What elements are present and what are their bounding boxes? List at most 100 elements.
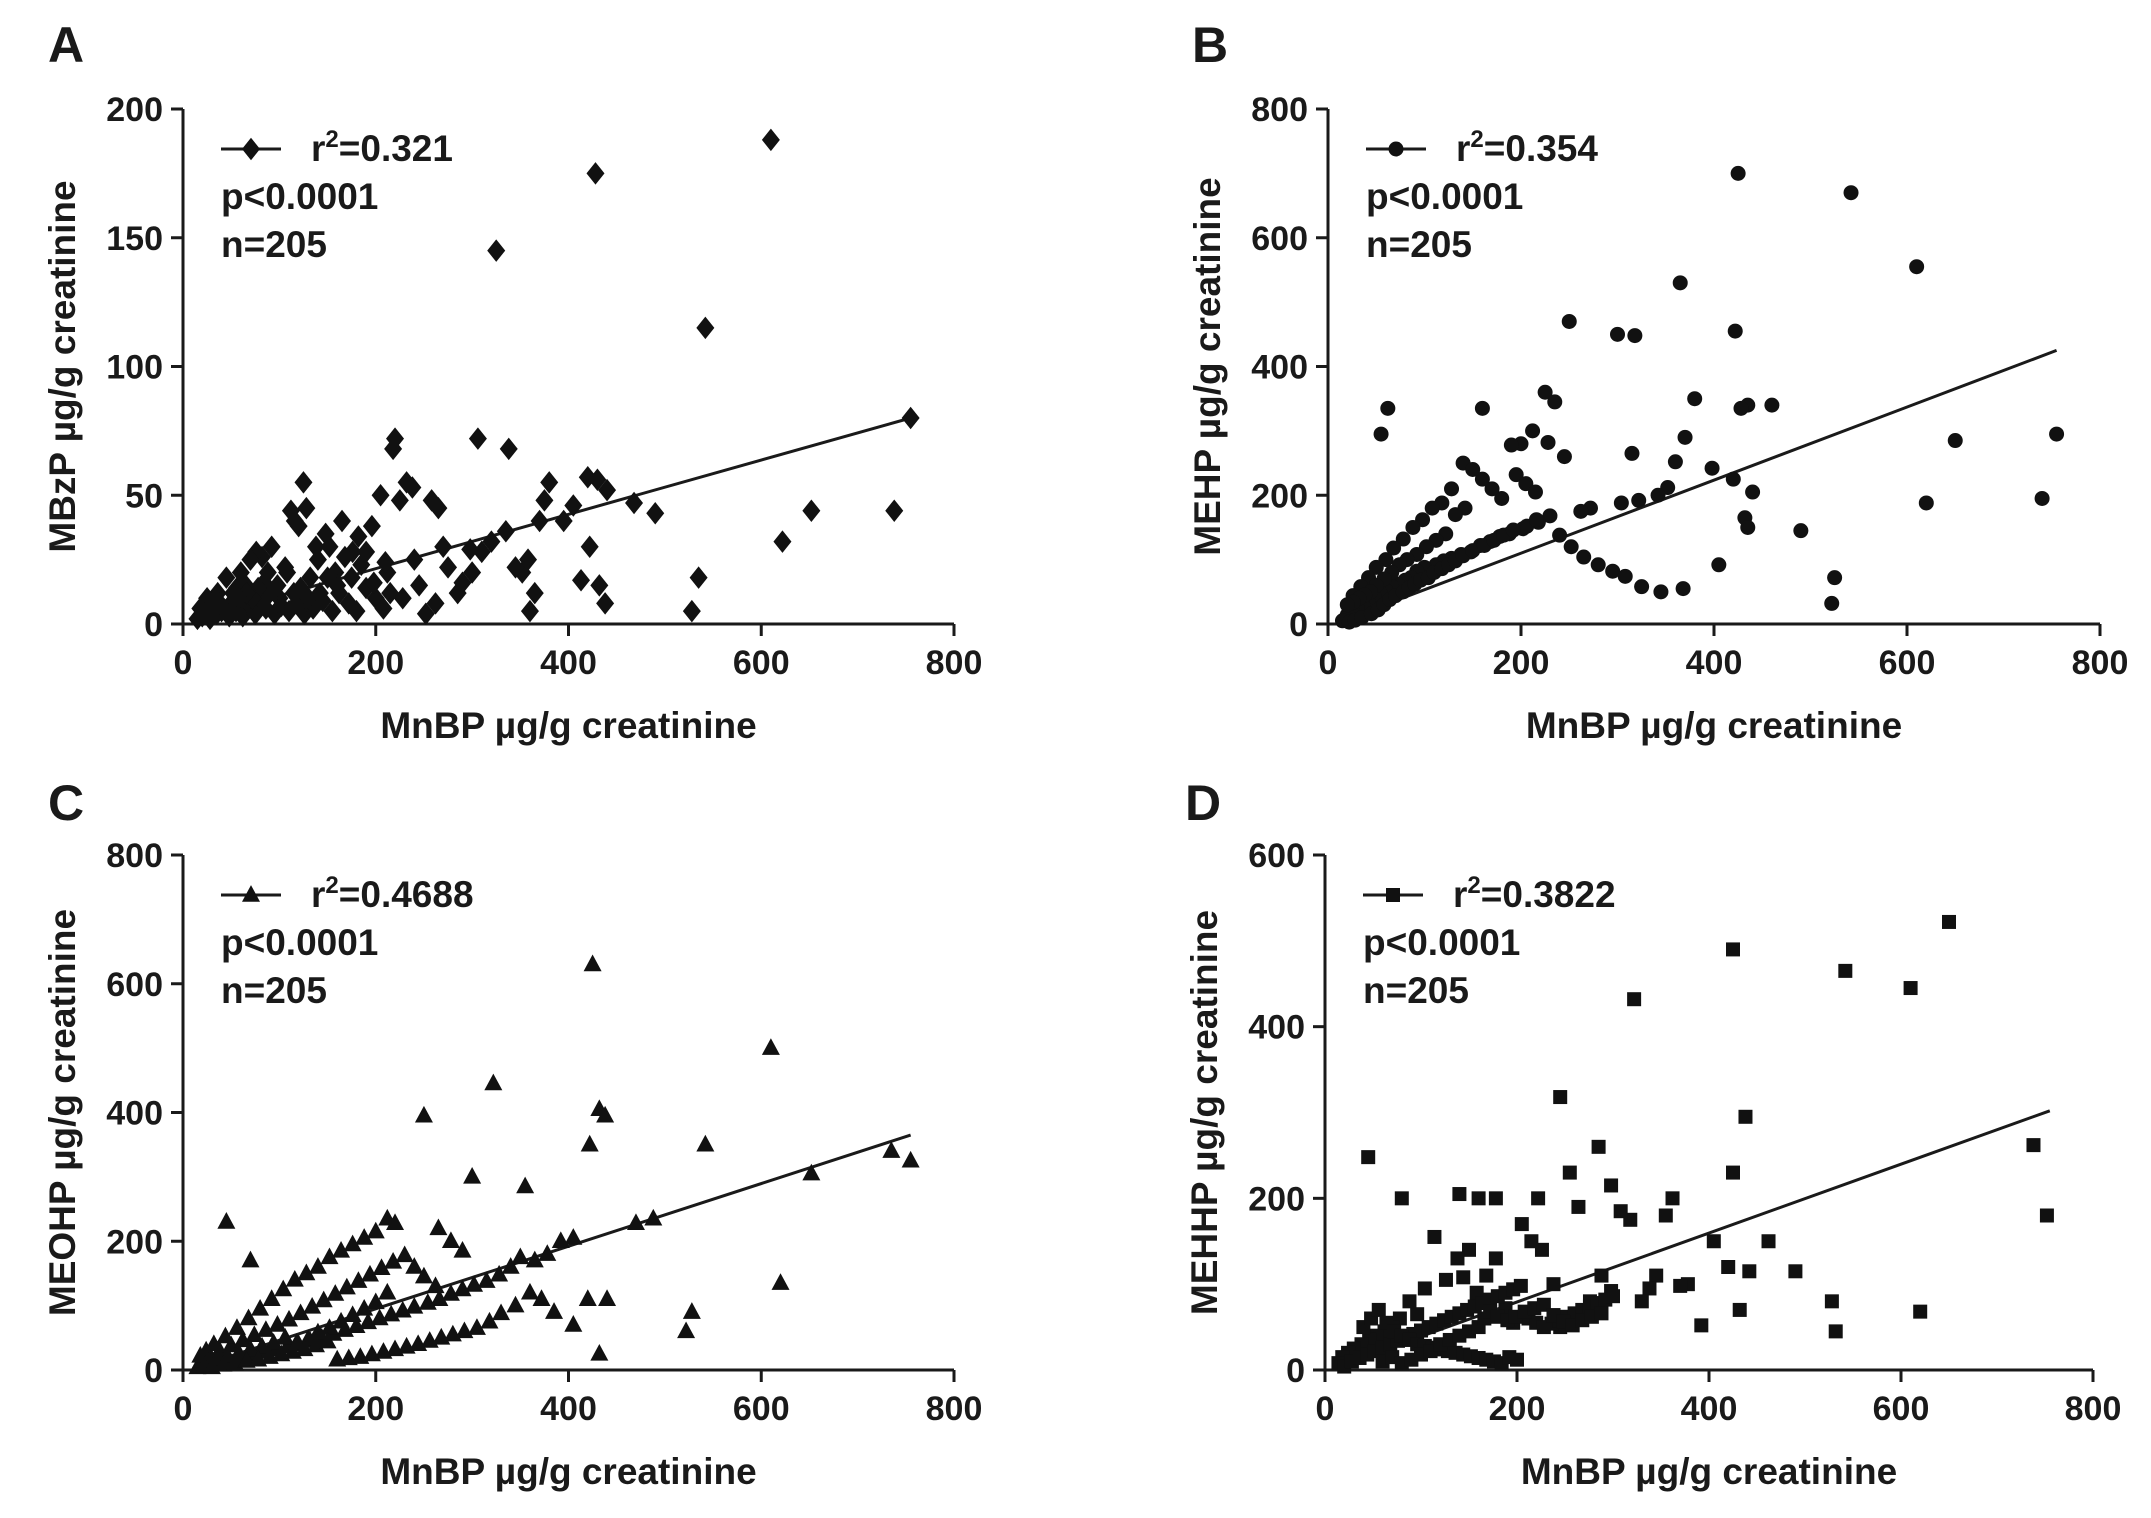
panel-d-data-point <box>1534 1242 1549 1257</box>
panel-a-data-point <box>347 599 366 623</box>
panel-b-letter: B <box>1192 17 1228 73</box>
panel-c-data-point <box>443 1324 462 1342</box>
panel-a-data-point <box>357 540 376 564</box>
panel-d-data-point <box>1634 1294 1649 1309</box>
panel-c-data-point <box>414 1266 433 1284</box>
panel-a-data-point <box>761 128 780 152</box>
panel-b-data-point <box>1727 323 1743 339</box>
panel-d-data-point <box>1658 1208 1673 1223</box>
panel-a-data-point <box>374 597 393 620</box>
panel-c-data-point <box>682 1302 701 1319</box>
panel-a-data-point <box>496 520 515 543</box>
panel-c-data-point <box>216 1326 235 1344</box>
panel-c-legend-n: n=205 <box>221 970 327 1011</box>
panel-b-data-point <box>1827 570 1843 586</box>
panel-a-x-tick-label: 400 <box>540 644 597 682</box>
panel-c-y-axis-title: MEOHP µg/g creatinine <box>42 909 83 1316</box>
panel-b-data-point <box>1540 434 1556 450</box>
panel-b-data-point <box>1474 471 1490 487</box>
panel-d-data-point <box>1738 1109 1753 1124</box>
panel-c-data-point <box>347 1316 366 1333</box>
panel-a-data-point <box>224 581 243 605</box>
panel-c-data-point <box>303 1297 322 1314</box>
panel-d-x-tick-label: 0 <box>1316 1390 1335 1428</box>
panel-c-data-point <box>418 1293 437 1310</box>
panel-c-data-point <box>405 1257 424 1274</box>
panel-b-data-point <box>1631 492 1647 508</box>
panel-b-data-point <box>1563 539 1579 555</box>
panel-b-legend-n: n=205 <box>1366 224 1472 265</box>
panel-a-y-tick-label: 150 <box>106 220 163 258</box>
panel-a-data-point <box>297 496 316 520</box>
panel-c-x-tick-label: 0 <box>174 1390 193 1428</box>
panel-d-y-tick-label: 400 <box>1248 1009 1305 1047</box>
panel-c-data-point <box>233 1330 252 1348</box>
panel-d-x-tick-label: 600 <box>1873 1390 1930 1428</box>
panel-c-data-point <box>430 1289 449 1306</box>
panel-a-data-point <box>487 239 506 262</box>
panel-b-data-point <box>1465 462 1481 477</box>
panel-c-data-point <box>251 1298 270 1316</box>
panel-c-x-tick-label: 600 <box>733 1390 790 1428</box>
panel-a-data-point <box>499 437 518 461</box>
panel-a-data-point <box>426 592 445 615</box>
panel-a-data-point <box>525 581 544 605</box>
panel-c-data-point <box>564 1228 583 1245</box>
panel-b-data-point <box>1505 522 1521 538</box>
panel-a-data-point <box>646 502 665 525</box>
panel-a-regression-line <box>197 416 912 621</box>
panel-c-data-point <box>441 1284 460 1301</box>
panel-b-data-point <box>1542 508 1558 524</box>
panel-d-data-point <box>2026 1138 2041 1153</box>
panel-c-data-point <box>245 1325 264 1342</box>
panel-b-data-point <box>1613 495 1629 511</box>
panel-b-data-point <box>1537 384 1553 400</box>
panel-a-x-tick-label: 0 <box>174 644 193 682</box>
panel-c-legend-r2: r2=0.4688 <box>311 872 474 915</box>
panel-d-data-point <box>1732 1302 1747 1317</box>
panel-b-y-tick-label: 800 <box>1251 91 1308 129</box>
panel-b-y-tick-label: 600 <box>1251 220 1308 258</box>
panel-b: B MnBP µg/g creatinine MEHP µg/g creatin… <box>1187 17 2128 746</box>
panel-c-data-point <box>583 954 602 972</box>
panel-c-data-point <box>291 1303 310 1321</box>
panel-a-data-point <box>773 530 792 553</box>
panel-c-data-point <box>532 1289 551 1306</box>
panel-c-data-point <box>332 1311 351 1329</box>
panel-b-x-tick-label: 800 <box>2072 644 2129 682</box>
panel-d-data-point <box>1402 1294 1417 1309</box>
panel-a-x-tick-label: 200 <box>347 644 404 682</box>
panel-c-data-point <box>297 1263 316 1281</box>
panel-c-data-point <box>276 1327 295 1345</box>
panel-c-data-point <box>414 1105 433 1123</box>
panel-d-data-point <box>1371 1302 1386 1317</box>
panel-a-data-point <box>564 494 583 517</box>
panel-a: A MnBP µg/g creatinine MBzP µg/g creatin… <box>42 17 982 746</box>
panel-c-data-point <box>397 1336 416 1354</box>
panel-c-data-point <box>441 1231 460 1248</box>
panel-b-regression-line <box>1341 349 2058 623</box>
panel-b-data-point <box>1405 519 1421 535</box>
panel-a-data-point <box>364 571 383 595</box>
panel-c-data-point <box>511 1247 530 1265</box>
panel-c-x-tick-label: 800 <box>926 1390 983 1428</box>
panel-d-data-point <box>1488 1191 1503 1206</box>
panel-b-data-point <box>1610 326 1625 342</box>
panel-a-data-point <box>696 316 715 340</box>
panel-b-data-point <box>1624 445 1640 461</box>
panel-a-data-point <box>410 574 429 597</box>
panel-c-data-point <box>268 1315 287 1332</box>
panel-b-data-point <box>1653 584 1669 600</box>
panel-a-data-point <box>689 566 708 589</box>
panel-d-data-point <box>1438 1272 1453 1287</box>
panel-b-data-point <box>1339 597 1355 613</box>
panel-a-data-point <box>802 499 821 522</box>
panel-c-data-point <box>492 1303 511 1321</box>
panel-d-data-point <box>1694 1318 1709 1333</box>
panel-b-data-point <box>1687 391 1703 407</box>
panel-d-data-point <box>1726 942 1740 957</box>
panel-d-data-point <box>1606 1289 1620 1304</box>
panel-c-data-point <box>332 1241 351 1258</box>
panel-b-legend-r2: r2=0.354 <box>1456 126 1598 169</box>
panel-c-data-point <box>477 1271 496 1288</box>
